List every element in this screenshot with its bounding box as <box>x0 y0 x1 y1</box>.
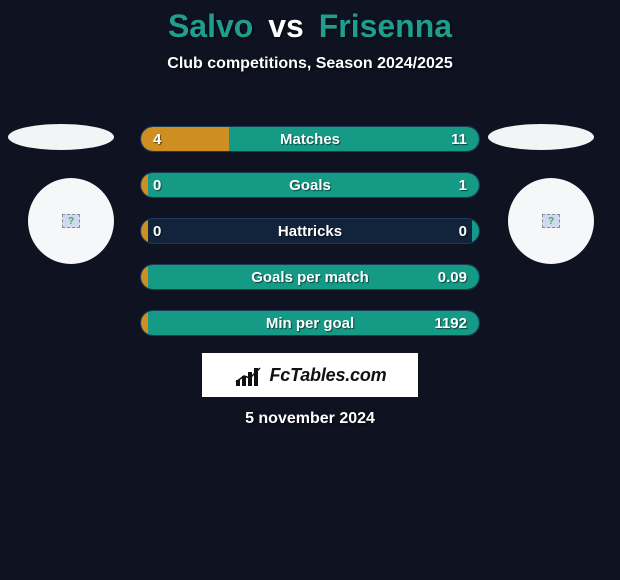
stat-row: Goals per match 0.09 <box>140 264 480 290</box>
stat-value-right: 0.09 <box>438 269 467 286</box>
stat-value-right: 1 <box>459 177 467 194</box>
stat-label: Matches <box>280 131 340 148</box>
avatar-left: ? <box>28 178 114 264</box>
date-label: 5 november 2024 <box>0 410 620 428</box>
brand-box: FcTables.com <box>202 353 418 397</box>
brand-text: FcTables.com <box>270 365 387 386</box>
stat-row: 4 Matches 11 <box>140 126 480 152</box>
stat-label: Goals per match <box>251 269 369 286</box>
subtitle: Club competitions, Season 2024/2025 <box>0 55 620 73</box>
stat-value-right: 0 <box>459 223 467 240</box>
stat-label: Hattricks <box>278 223 342 240</box>
brand-bars-icon <box>234 364 264 386</box>
stat-fill-left <box>141 173 148 197</box>
decorative-ellipse-right <box>488 124 594 150</box>
stat-value-left: 0 <box>153 177 161 194</box>
stat-value-left: 4 <box>153 131 161 148</box>
stat-fill-right <box>229 127 479 151</box>
player1-name: Salvo <box>168 8 253 44</box>
stat-fill-left <box>141 311 148 335</box>
vs-label: vs <box>268 8 304 44</box>
stat-label: Min per goal <box>266 315 354 332</box>
placeholder-icon: ? <box>62 214 80 228</box>
page-title: Salvo vs Frisenna <box>0 0 620 45</box>
stat-row: Min per goal 1192 <box>140 310 480 336</box>
stat-row: 0 Goals 1 <box>140 172 480 198</box>
stat-value-right: 1192 <box>434 315 467 332</box>
stat-row: 0 Hattricks 0 <box>140 218 480 244</box>
placeholder-icon: ? <box>542 214 560 228</box>
player2-name: Frisenna <box>319 8 452 44</box>
stat-value-right: 11 <box>451 131 467 148</box>
stat-label: Goals <box>289 177 331 194</box>
decorative-ellipse-left <box>8 124 114 150</box>
stat-fill-left <box>141 265 148 289</box>
stat-fill-left <box>141 219 148 243</box>
stat-fill-right <box>472 219 479 243</box>
avatar-right: ? <box>508 178 594 264</box>
stat-value-left: 0 <box>153 223 161 240</box>
